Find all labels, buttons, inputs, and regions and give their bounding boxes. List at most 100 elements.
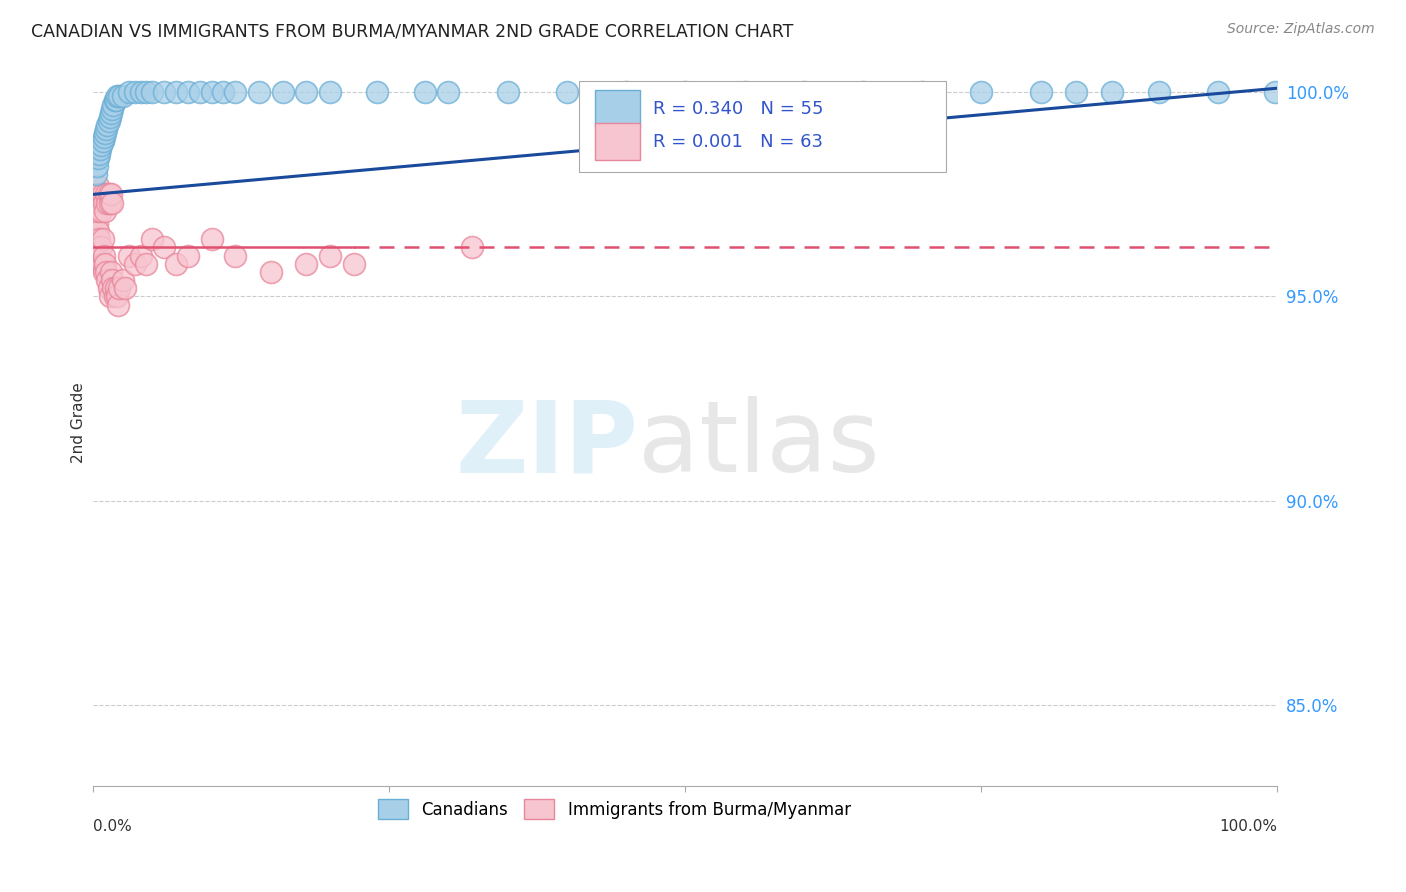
Point: [118, 85, 141, 99]
Point: [94, 126, 117, 140]
Point: [118, 249, 141, 263]
Point: [165, 85, 187, 99]
Point: [212, 85, 235, 99]
Point: [124, 257, 146, 271]
Point: [86, 232, 108, 246]
Point: [84, 208, 107, 222]
Point: [111, 89, 134, 103]
Point: [93, 130, 115, 145]
Text: 0.0%: 0.0%: [93, 819, 132, 834]
Point: [87, 240, 110, 254]
Point: [177, 85, 200, 99]
Point: [135, 257, 157, 271]
Point: [1064, 85, 1087, 99]
Point: [84, 167, 107, 181]
Point: [103, 289, 125, 303]
Point: [93, 265, 115, 279]
Point: [96, 265, 118, 279]
Point: [90, 240, 112, 254]
Point: [86, 216, 108, 230]
Point: [91, 187, 114, 202]
FancyBboxPatch shape: [595, 123, 640, 160]
Point: [94, 203, 117, 218]
Point: [852, 85, 875, 99]
Point: [271, 85, 294, 99]
Point: [141, 85, 163, 99]
Point: [295, 257, 318, 271]
Point: [496, 85, 519, 99]
Point: [153, 85, 176, 99]
Point: [319, 85, 342, 99]
Point: [135, 85, 157, 99]
Point: [91, 257, 114, 271]
Point: [96, 187, 118, 202]
Point: [366, 85, 388, 99]
Point: [111, 273, 134, 287]
Point: [673, 85, 696, 99]
Point: [98, 195, 121, 210]
Point: [100, 187, 122, 202]
Point: [1264, 85, 1286, 99]
Y-axis label: 2nd Grade: 2nd Grade: [72, 383, 86, 464]
Point: [89, 240, 111, 254]
Point: [107, 298, 129, 312]
Point: [83, 187, 105, 202]
Point: [104, 281, 127, 295]
Point: [103, 281, 125, 295]
Point: [141, 232, 163, 246]
Point: [165, 257, 187, 271]
Point: [89, 195, 111, 210]
Point: [87, 232, 110, 246]
Point: [201, 232, 224, 246]
Point: [437, 85, 460, 99]
Point: [177, 249, 200, 263]
Point: [84, 195, 107, 210]
Point: [84, 224, 107, 238]
Point: [87, 249, 110, 263]
Point: [104, 94, 127, 108]
Text: CANADIAN VS IMMIGRANTS FROM BURMA/MYANMAR 2ND GRADE CORRELATION CHART: CANADIAN VS IMMIGRANTS FROM BURMA/MYANMA…: [31, 22, 793, 40]
Point: [96, 118, 118, 132]
Point: [101, 195, 124, 210]
Point: [614, 85, 637, 99]
Text: atlas: atlas: [638, 396, 880, 493]
Point: [105, 89, 128, 103]
Point: [87, 187, 110, 202]
Point: [100, 105, 122, 120]
Point: [1206, 85, 1229, 99]
Point: [83, 216, 105, 230]
Point: [103, 94, 125, 108]
Point: [114, 281, 136, 295]
Point: [87, 179, 110, 194]
Point: [97, 281, 120, 295]
FancyBboxPatch shape: [579, 81, 946, 172]
Point: [86, 203, 108, 218]
Point: [96, 195, 118, 210]
Point: [970, 85, 993, 99]
Point: [1101, 85, 1123, 99]
Point: [87, 151, 110, 165]
Point: [224, 85, 246, 99]
Point: [94, 257, 117, 271]
Point: [129, 249, 152, 263]
Text: Source: ZipAtlas.com: Source: ZipAtlas.com: [1227, 22, 1375, 37]
Point: [96, 273, 118, 287]
Point: [911, 85, 934, 99]
Point: [93, 249, 115, 263]
Text: ZIP: ZIP: [456, 396, 638, 493]
Point: [103, 97, 125, 112]
Point: [108, 281, 131, 295]
Point: [1147, 85, 1170, 99]
Point: [224, 249, 246, 263]
Point: [87, 224, 110, 238]
Point: [555, 85, 578, 99]
Point: [91, 134, 114, 148]
Text: 100.0%: 100.0%: [1219, 819, 1278, 834]
Point: [91, 232, 114, 246]
Point: [101, 102, 124, 116]
Point: [153, 240, 176, 254]
Point: [98, 289, 121, 303]
Point: [96, 122, 118, 136]
Point: [1029, 85, 1052, 99]
Point: [260, 265, 283, 279]
